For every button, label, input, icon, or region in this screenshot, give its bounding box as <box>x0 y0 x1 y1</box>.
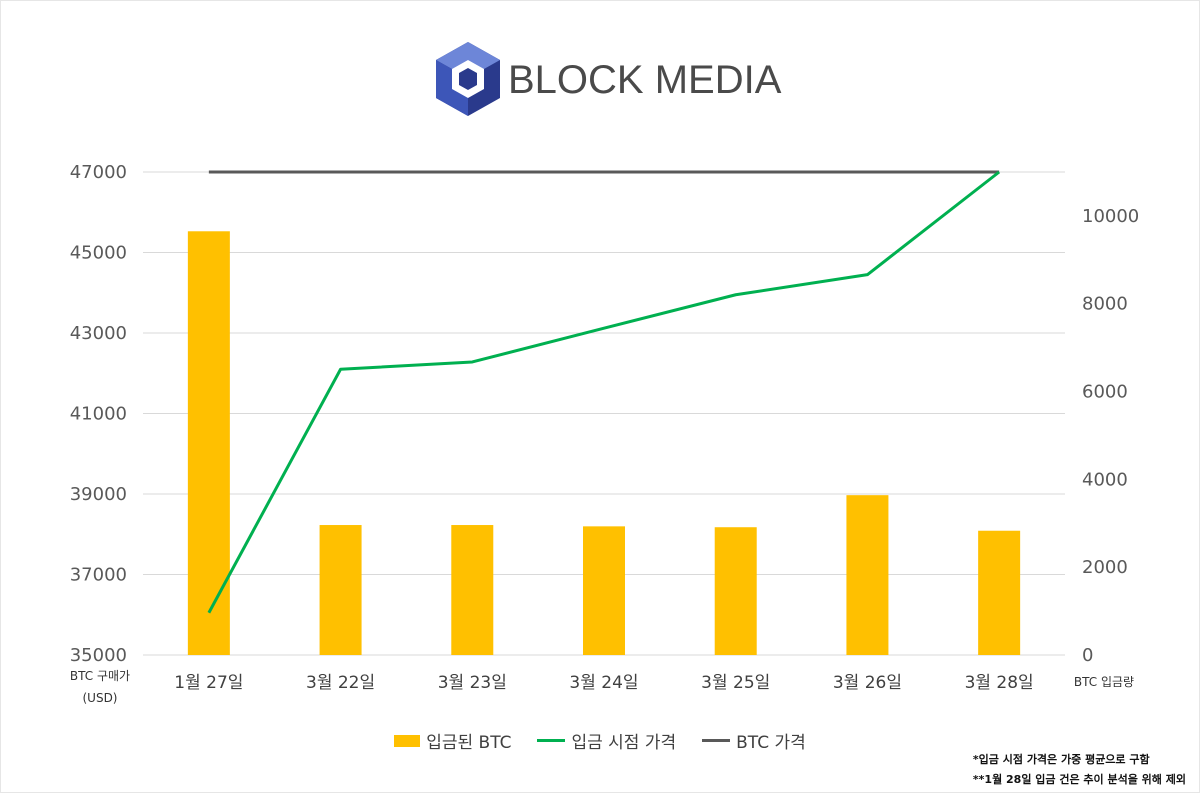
line-series <box>207 170 1001 614</box>
logo-hex-icon <box>436 42 500 116</box>
left-axis-title-line1: BTC 구매가 <box>70 669 130 683</box>
left-tick-label: 47000 <box>70 162 127 183</box>
right-axis-title: BTC 입금량 <box>1074 675 1134 689</box>
bar <box>714 527 757 655</box>
right-tick-label: 2000 <box>1082 557 1128 578</box>
left-tick-label: 35000 <box>70 645 127 666</box>
category-label: 3월 28일 <box>965 673 1034 693</box>
right-tick-label: 10000 <box>1082 206 1139 227</box>
category-label: 3월 26일 <box>833 673 902 693</box>
category-label: 3월 23일 <box>438 673 507 693</box>
legend-swatch-line-green <box>537 739 566 742</box>
legend-label: BTC 가격 <box>736 733 806 753</box>
right-tick-label: 0 <box>1082 645 1093 666</box>
legend-label: 입금된 BTC <box>426 733 512 753</box>
legend-item-deposit-price: 입금 시점 가격 <box>537 728 676 753</box>
left-axis-title-line2: (USD) <box>82 691 117 705</box>
bar <box>583 526 625 655</box>
footnotes: *입금 시점 가격은 가중 평균으로 구함 **1월 28일 입금 건은 추이 … <box>973 750 1186 790</box>
footnote: **1월 28일 입금 건은 추이 분석을 위해 제외 <box>972 773 1186 786</box>
left-axis-ticks: 35000 37000 39000 41000 43000 45000 47000 <box>70 162 127 666</box>
left-tick-label: 45000 <box>70 243 127 264</box>
legend-item-deposited-btc: 입금된 BTC <box>394 728 511 753</box>
bar <box>978 530 1021 655</box>
category-label: 3월 22일 <box>306 673 375 693</box>
right-axis-ticks: 0 2000 4000 6000 8000 10000 <box>1082 206 1139 666</box>
category-axis: 1월 27일 3월 22일 3월 23일 3월 24일 3월 25일 3월 26일 3월 2… <box>174 673 1033 693</box>
legend-swatch-bar <box>394 734 421 747</box>
block-media-logo: BLOCK MEDIA <box>436 42 782 116</box>
bar <box>846 495 889 655</box>
deposit-price-line <box>207 170 1001 614</box>
legend: 입금된 BTC 입금 시점 가격 BTC 가격 <box>0 728 1200 753</box>
footnote: *입금 시점 가격은 가중 평균으로 구함 <box>972 753 1150 766</box>
left-tick-label: 39000 <box>70 484 127 505</box>
left-tick-label: 41000 <box>70 404 127 425</box>
left-tick-label: 37000 <box>70 565 127 586</box>
right-tick-label: 8000 <box>1082 294 1128 315</box>
category-label: 3월 24일 <box>569 673 638 693</box>
category-label: 1월 27일 <box>174 673 243 693</box>
right-tick-label: 6000 <box>1082 382 1128 403</box>
legend-swatch-line-gray <box>702 739 731 742</box>
bar <box>451 525 494 655</box>
left-tick-label: 43000 <box>70 323 127 344</box>
bar <box>319 525 362 655</box>
bar-series <box>187 231 1021 655</box>
legend-label: 입금 시점 가격 <box>571 733 677 753</box>
legend-item-btc-price: BTC 가격 <box>702 728 806 753</box>
logo-wordmark: BLOCK MEDIA <box>508 58 782 102</box>
bar <box>187 231 230 655</box>
category-label: 3월 25일 <box>701 673 770 693</box>
right-tick-label: 4000 <box>1082 469 1128 490</box>
